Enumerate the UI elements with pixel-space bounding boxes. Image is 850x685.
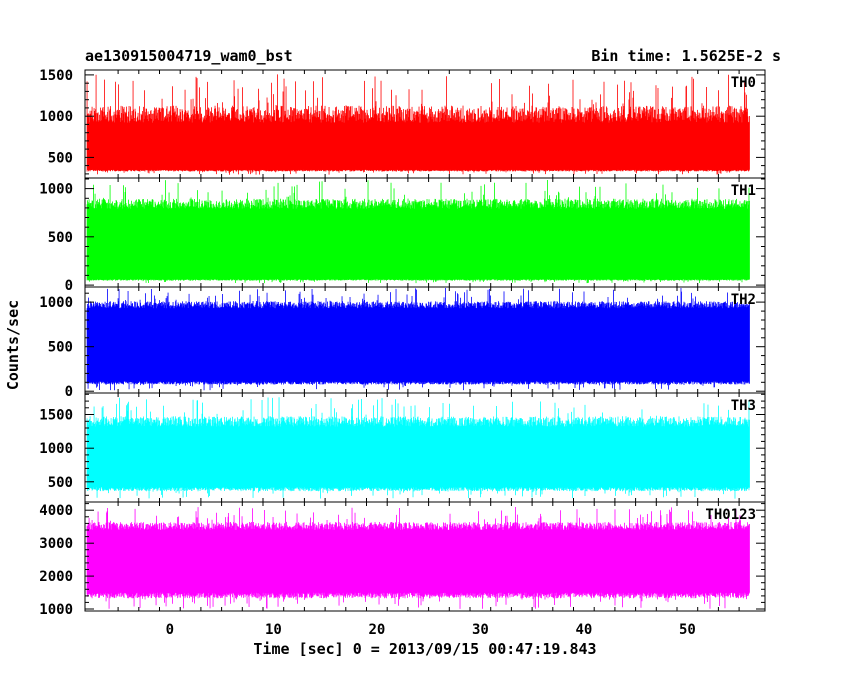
y-tick-label: 500 (48, 340, 73, 356)
x-tick-labels: 0 10 20 30 40 50 (166, 622, 696, 638)
y-tick-label: 4000 (39, 503, 73, 519)
y-tick-label: 2000 (39, 569, 73, 585)
bin-time-label: Bin time: 1.5625E-2 s (591, 47, 781, 65)
panel-th3: 500 1000 1500 TH3 (39, 392, 766, 503)
series-band-th3 (87, 426, 750, 488)
chart-title: ae130915004719_wam0_bst (85, 47, 293, 65)
panel-label-th2: TH2 (731, 292, 756, 308)
panel-th1: 0 500 1000 TH1 (39, 177, 766, 294)
y-tick-label: 500 (48, 475, 73, 491)
panel-label-th0123: TH0123 (705, 507, 756, 523)
x-tick-label: 20 (368, 622, 385, 638)
panel-label-th1: TH1 (731, 183, 756, 199)
panels-group: 500 1000 1500 TH0 0 500 1000 TH1 0 500 1000 TH2 500 1… (39, 68, 766, 618)
panel-th0: 500 1000 1500 TH0 (39, 68, 766, 179)
y-tick-label: 1500 (39, 68, 73, 84)
x-tick-label: 30 (472, 622, 489, 638)
panel-th0123: 1000 2000 3000 4000 TH0123 (39, 501, 766, 618)
y-tick-label: 1000 (39, 109, 73, 125)
series-band-th0123 (87, 529, 750, 593)
y-tick-label: 0 (65, 384, 73, 400)
series-band-th0 (87, 122, 750, 170)
y-tick-label: 0 (65, 278, 73, 294)
y-tick-label: 1000 (39, 602, 73, 618)
y-tick-label: 1000 (39, 441, 73, 457)
x-axis-title: Time [sec] 0 = 2013/09/15 00:47:19.843 (253, 640, 596, 658)
y-tick-label: 1500 (39, 408, 73, 424)
x-tick-label: 10 (265, 622, 282, 638)
y-tick-label: 500 (48, 230, 73, 246)
series-band-th1 (87, 208, 750, 280)
x-tick-label: 50 (679, 622, 696, 638)
y-tick-label: 3000 (39, 536, 73, 552)
panel-th2: 0 500 1000 TH2 (39, 286, 766, 400)
x-tick-label: 0 (166, 622, 174, 638)
series-band-th2 (87, 308, 750, 382)
x-tick-label: 40 (575, 622, 592, 638)
y-tick-label: 1000 (39, 295, 73, 311)
panel-label-th0: TH0 (731, 75, 756, 91)
panel-label-th3: TH3 (731, 398, 756, 414)
y-tick-label: 1000 (39, 182, 73, 198)
y-axis-title: Counts/sec (4, 300, 22, 390)
y-tick-label: 500 (48, 150, 73, 166)
